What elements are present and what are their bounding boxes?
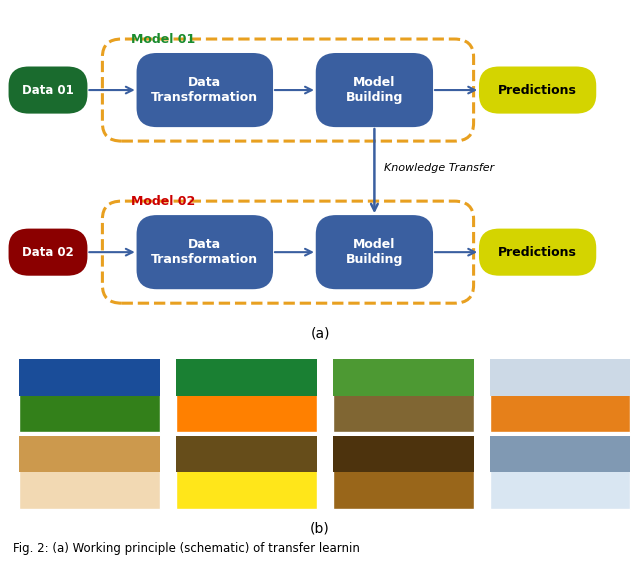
FancyBboxPatch shape <box>480 229 595 275</box>
FancyBboxPatch shape <box>138 54 272 126</box>
Text: Fig. 2: (a) Working principle (schematic) of transfer learnin: Fig. 2: (a) Working principle (schematic… <box>13 542 360 555</box>
FancyBboxPatch shape <box>490 436 630 472</box>
Text: Data
Transformation: Data Transformation <box>151 238 259 266</box>
FancyBboxPatch shape <box>176 436 317 509</box>
Text: Data
Transformation: Data Transformation <box>151 76 259 104</box>
FancyBboxPatch shape <box>19 436 160 472</box>
Text: (b): (b) <box>310 522 330 536</box>
Text: Model 02: Model 02 <box>131 195 195 209</box>
FancyBboxPatch shape <box>19 359 160 396</box>
Text: Predictions: Predictions <box>498 246 577 259</box>
Text: Predictions: Predictions <box>498 84 577 96</box>
FancyBboxPatch shape <box>10 67 86 113</box>
Text: Model
Building: Model Building <box>346 76 403 104</box>
Text: Model
Building: Model Building <box>346 238 403 266</box>
FancyBboxPatch shape <box>19 359 160 432</box>
FancyBboxPatch shape <box>333 359 474 396</box>
FancyBboxPatch shape <box>176 359 317 432</box>
Text: Model 01: Model 01 <box>131 33 195 46</box>
Text: Data 01: Data 01 <box>22 84 74 96</box>
FancyBboxPatch shape <box>490 359 630 396</box>
FancyBboxPatch shape <box>10 229 86 275</box>
FancyBboxPatch shape <box>176 436 317 472</box>
FancyBboxPatch shape <box>480 67 595 113</box>
FancyBboxPatch shape <box>333 359 474 432</box>
Text: (a): (a) <box>310 326 330 340</box>
FancyBboxPatch shape <box>333 436 474 472</box>
Text: Knowledge Transfer: Knowledge Transfer <box>384 163 494 173</box>
FancyBboxPatch shape <box>317 54 432 126</box>
FancyBboxPatch shape <box>490 436 630 509</box>
Text: Data 02: Data 02 <box>22 246 74 259</box>
FancyBboxPatch shape <box>176 359 317 396</box>
FancyBboxPatch shape <box>317 216 432 288</box>
FancyBboxPatch shape <box>490 359 630 432</box>
FancyBboxPatch shape <box>19 436 160 509</box>
FancyBboxPatch shape <box>138 216 272 288</box>
FancyBboxPatch shape <box>333 436 474 509</box>
